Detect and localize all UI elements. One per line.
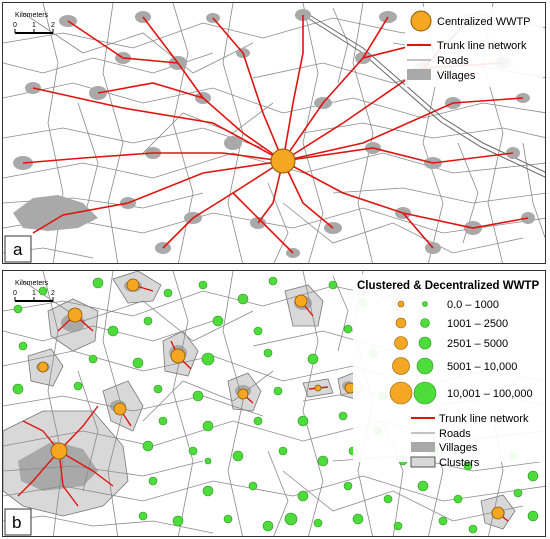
- scale-title: Kilometers: [15, 12, 49, 19]
- legend-clusters-label: Clusters: [439, 457, 480, 469]
- legend-clusters-symbol: [410, 456, 436, 468]
- svg-text:b: b: [12, 513, 21, 532]
- map-canvas-b: Kilometers 0 1 2 Clustered & Decentraliz…: [3, 271, 545, 536]
- scale-tick-1: 1: [32, 290, 36, 297]
- scale-tick-0: 0: [13, 22, 17, 29]
- legend-villages-label: Villages: [437, 70, 476, 82]
- legend-size-orange-2: [395, 317, 407, 329]
- svg-text:a: a: [13, 240, 23, 259]
- scale-tick-2: 2: [51, 290, 55, 297]
- map-canvas-a: Kilometers 0 1 2 Centralized WWTP Trunk …: [3, 3, 545, 263]
- legend-size-green-1: [422, 301, 428, 307]
- legend-b: Clustered & Decentralized WWTP 0.0 – 100…: [353, 274, 545, 469]
- legend-size-orange-4: [392, 357, 410, 375]
- clustered-wwtp-markers: [37, 278, 505, 520]
- legend-a: Centralized WWTP Trunk line network Road…: [405, 7, 543, 87]
- map-panel-b: Kilometers 0 1 2 Clustered & Decentraliz…: [2, 270, 546, 537]
- legend-size-orange-5: [389, 381, 413, 405]
- legend-wwtp-symbol: [410, 10, 432, 32]
- scale-tick-1: 1: [32, 22, 36, 29]
- legend-trunk-label: Trunk line network: [437, 40, 527, 52]
- legend-roads-label: Roads: [439, 428, 471, 440]
- legend-villages-symbol: [407, 69, 431, 80]
- legend-size-green-5: [413, 381, 437, 405]
- legend-size-label-1: 0.0 – 1000: [447, 299, 499, 311]
- panel-label-b: b: [4, 508, 32, 536]
- trunk-lines-a: [22, 15, 529, 254]
- map-panel-a: Kilometers 0 1 2 Centralized WWTP Trunk …: [2, 2, 546, 264]
- decentralized-wwtp-markers: [12, 276, 539, 534]
- legend-size-green-3: [418, 336, 432, 350]
- legend-wwtp-label: Centralized WWTP: [437, 16, 531, 28]
- legend-trunk-label: Trunk line network: [439, 413, 529, 425]
- legend-roads-label: Roads: [437, 55, 469, 67]
- legend-size-green-4: [416, 357, 434, 375]
- legend-size-label-5: 10,001 – 100,000: [447, 388, 533, 400]
- highway-a: [302, 10, 545, 178]
- legend-size-label-2: 1001 – 2500: [447, 318, 508, 330]
- panel-label-a: a: [4, 235, 32, 263]
- legend-size-green-2: [420, 318, 430, 328]
- legend-size-label-4: 5001 – 10,000: [447, 361, 517, 373]
- legend-size-orange-3: [394, 336, 408, 350]
- scale-tick-2: 2: [51, 22, 55, 29]
- legend-size-label-3: 2501 – 5000: [447, 338, 508, 350]
- scale-bar-b: Kilometers 0 1 2: [13, 280, 55, 302]
- legend-size-orange-1: [397, 300, 405, 308]
- scale-bar-a: Kilometers 0 1 2: [13, 12, 55, 34]
- scale-tick-0: 0: [13, 290, 17, 297]
- legend-villages-label: Villages: [439, 442, 478, 454]
- legend-villages-symbol: [411, 442, 435, 452]
- scale-title: Kilometers: [15, 280, 49, 287]
- centralized-wwtp-marker: [270, 148, 296, 174]
- legend-title: Clustered & Decentralized WWTP: [357, 280, 539, 292]
